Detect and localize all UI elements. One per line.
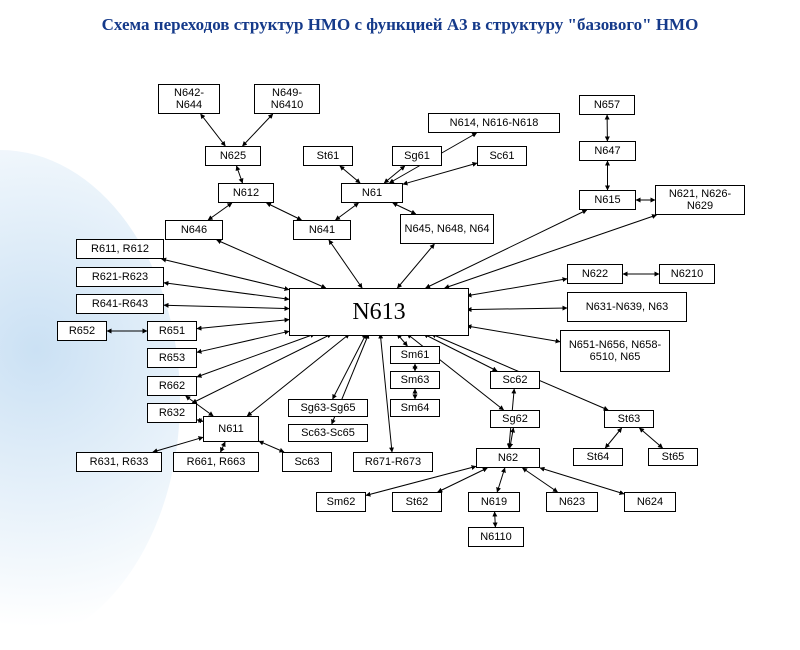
edge	[192, 334, 331, 403]
node-n622: N622	[567, 264, 623, 284]
node-n614: N614, N616-N618	[428, 113, 560, 133]
node-r652: R652	[57, 321, 107, 341]
node-r631b: R631, R633	[76, 452, 162, 472]
node-n631: N631-N639, N63	[567, 292, 687, 322]
node-n612: N612	[218, 183, 274, 203]
edge	[237, 166, 243, 183]
edge	[467, 326, 560, 342]
node-r651: R651	[147, 321, 197, 341]
node-n642: N642-N644	[158, 84, 220, 114]
edge	[497, 468, 505, 492]
node-st65: St65	[648, 448, 698, 466]
edge	[340, 166, 360, 183]
edge	[267, 203, 302, 220]
node-n624: N624	[624, 492, 676, 512]
node-n61: N61	[341, 183, 403, 203]
edge	[197, 334, 315, 377]
node-n621b: N621, N626-N629	[655, 185, 745, 215]
node-n615: N615	[579, 190, 636, 210]
edge	[403, 163, 477, 184]
node-n62: N62	[476, 448, 540, 468]
edge	[467, 279, 567, 296]
node-n6210: N6210	[659, 264, 715, 284]
node-r611: R611, R612	[76, 239, 164, 259]
node-sc62: Sc62	[490, 371, 540, 389]
edge	[201, 114, 226, 146]
node-st61: St61	[303, 146, 353, 166]
node-r661: R661, R663	[173, 452, 259, 472]
node-n657: N657	[579, 95, 635, 115]
node-r641: R641-R643	[76, 294, 164, 314]
page-title: Схема переходов структур НМО с функцией …	[0, 14, 800, 35]
node-n647: N647	[579, 141, 636, 161]
node-n645: N645, N648, N64	[400, 214, 494, 244]
node-st64: St64	[573, 448, 623, 466]
edge	[540, 468, 624, 494]
node-sm64: Sm64	[390, 399, 440, 417]
edge	[336, 203, 359, 220]
edge	[259, 441, 284, 452]
edge	[605, 428, 621, 448]
node-n611: N611	[203, 416, 259, 442]
node-r632: R632	[147, 403, 197, 423]
node-sc63a: Sc63-Sc65	[288, 424, 368, 442]
node-n6110: N6110	[468, 527, 524, 547]
edge	[164, 305, 289, 308]
edge	[438, 468, 488, 492]
node-r621: R621-R623	[76, 267, 164, 287]
node-n649: N649-N6410	[254, 84, 320, 114]
node-n651b: N651-N656, N658-6510, N65	[560, 330, 670, 372]
node-sm63: Sm63	[390, 371, 440, 389]
node-n646: N646	[165, 220, 223, 240]
node-sm62: Sm62	[316, 492, 366, 512]
node-n623: N623	[546, 492, 598, 512]
node-r671: R671-R673	[353, 452, 433, 472]
node-r653: R653	[147, 348, 197, 368]
node-sc61: Sc61	[477, 146, 527, 166]
node-center: N613	[289, 288, 469, 336]
edge	[221, 442, 226, 452]
edge	[217, 240, 326, 288]
edge	[208, 203, 232, 220]
node-sg61: Sg61	[392, 146, 442, 166]
edge	[393, 203, 416, 214]
node-r662: R662	[147, 376, 197, 396]
node-sg62: Sg62	[490, 410, 540, 428]
edge	[329, 240, 362, 288]
node-sc63b: Sc63	[282, 452, 332, 472]
node-sg63: Sg63-Sg65	[288, 399, 368, 417]
node-n625: N625	[205, 146, 261, 166]
node-sm61: Sm61	[390, 346, 440, 364]
edge	[153, 437, 203, 452]
node-st62: St62	[392, 492, 442, 512]
node-n641: N641	[293, 220, 351, 240]
edge	[467, 308, 567, 310]
edge	[197, 320, 289, 329]
edge	[639, 428, 662, 448]
edge	[197, 331, 289, 352]
edge	[397, 244, 434, 288]
node-st63: St63	[604, 410, 654, 428]
edge	[495, 512, 496, 527]
node-n619: N619	[468, 492, 520, 512]
edge	[243, 114, 273, 146]
